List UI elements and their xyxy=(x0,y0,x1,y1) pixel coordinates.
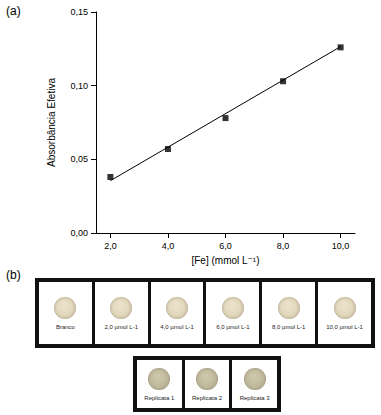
svg-text:Absorbância Efetiva: Absorbância Efetiva xyxy=(46,78,57,167)
svg-text:2,0: 2,0 xyxy=(104,241,117,251)
svg-text:[Fe] (mmol L⁻¹): [Fe] (mmol L⁻¹) xyxy=(191,255,259,266)
svg-text:0,00: 0,00 xyxy=(70,228,88,238)
html-text:(b): (b) xyxy=(6,268,21,282)
html-text:10,0 µmol L-1: 10,0 µmol L-1 xyxy=(326,323,363,330)
html-text:6,0 µmol L-1: 6,0 µmol L-1 xyxy=(216,323,250,330)
svg-text:6,0: 6,0 xyxy=(219,241,232,251)
html-text:Replicata 3: Replicata 3 xyxy=(239,394,270,401)
svg-text:0,15: 0,15 xyxy=(70,7,88,17)
html-text:4,0 µmol L-1: 4,0 µmol L-1 xyxy=(160,323,194,330)
svg-text:0,05: 0,05 xyxy=(70,154,88,164)
html-text:Branco: Branco xyxy=(55,323,75,330)
svg-text:10,0: 10,0 xyxy=(332,241,350,251)
html-text:8,0 µmol L-1: 8,0 µmol L-1 xyxy=(272,323,306,330)
html-text:Replicata 1: Replicata 1 xyxy=(144,394,175,401)
html-text:2,0 µmol L-1: 2,0 µmol L-1 xyxy=(104,323,138,330)
svg-text:8,0: 8,0 xyxy=(277,241,290,251)
svg-text:0,10: 0,10 xyxy=(70,81,88,91)
svg-text:4,0: 4,0 xyxy=(162,241,175,251)
html-text:Replicata 2: Replicata 2 xyxy=(192,394,222,401)
html-text:(a): (a) xyxy=(6,4,21,18)
